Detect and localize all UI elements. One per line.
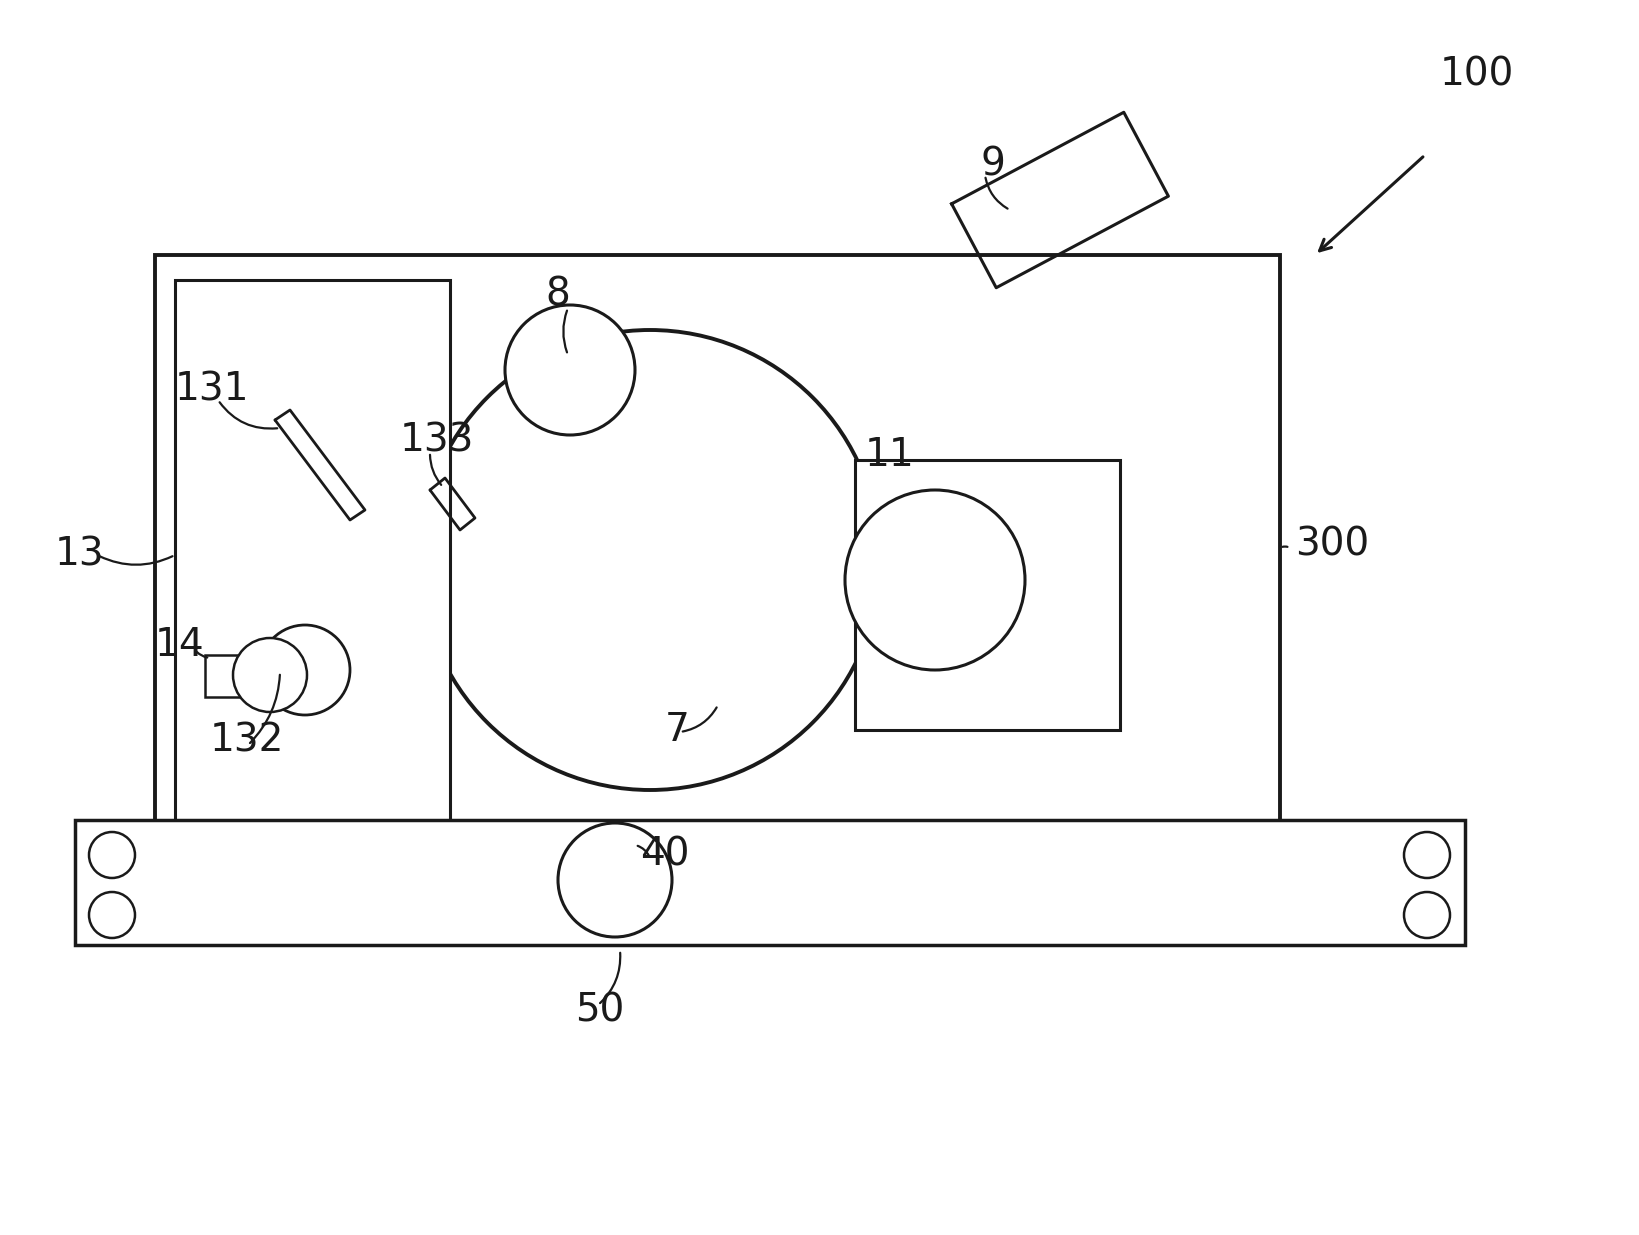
Text: 100: 100 [1441, 56, 1514, 94]
Bar [175, 280, 451, 825]
Bar [856, 459, 1119, 730]
Circle shape [557, 823, 672, 937]
Text: 14: 14 [156, 626, 205, 664]
Circle shape [420, 330, 880, 790]
Circle shape [89, 832, 134, 878]
Circle shape [1405, 832, 1451, 878]
Circle shape [846, 490, 1024, 671]
Circle shape [261, 625, 351, 715]
Text: 8: 8 [546, 275, 570, 314]
Text: 300: 300 [1295, 526, 1369, 564]
Text: 133: 133 [400, 421, 474, 459]
Circle shape [505, 305, 634, 435]
Text: 13: 13 [56, 536, 105, 574]
Bar [75, 820, 1465, 945]
Bar [156, 254, 1280, 855]
Text: 9: 9 [980, 146, 1005, 184]
Text: 40: 40 [639, 836, 690, 874]
Circle shape [89, 892, 134, 939]
Circle shape [233, 638, 306, 713]
Text: 7: 7 [665, 711, 690, 748]
Text: 132: 132 [210, 721, 285, 760]
Circle shape [1405, 892, 1451, 939]
Text: 131: 131 [175, 370, 249, 409]
Text: 11: 11 [865, 436, 915, 474]
Text: 50: 50 [575, 990, 624, 1029]
Bar [205, 655, 251, 697]
